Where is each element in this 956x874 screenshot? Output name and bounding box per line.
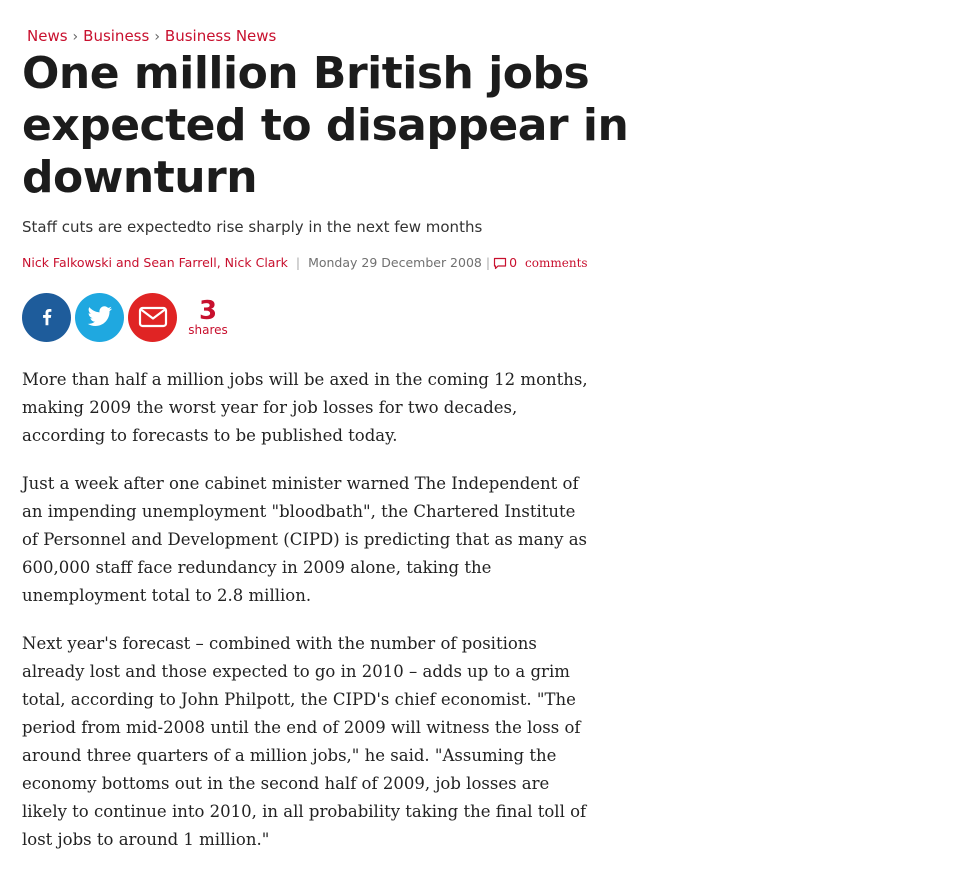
body-paragraph: More than half a million jobs will be ax… bbox=[22, 370, 588, 445]
comments-link[interactable]: 0 comments bbox=[493, 253, 588, 273]
publish-date: Monday 29 December 2008 bbox=[308, 255, 482, 270]
article: News › Business › Business News One million … bbox=[22, 24, 822, 874]
breadcrumb-business[interactable]: Business bbox=[83, 27, 150, 45]
share-bar: 3 shares bbox=[22, 292, 822, 342]
byline-divider: | bbox=[295, 255, 301, 270]
comments-label: comments bbox=[525, 256, 588, 270]
email-share-button[interactable] bbox=[128, 292, 177, 342]
breadcrumb-separator: › bbox=[72, 29, 79, 45]
twitter-share-button[interactable] bbox=[75, 292, 124, 342]
article-standfirst: Staff cuts are expectedto rise sharply i… bbox=[22, 218, 483, 236]
share-count: 3 shares bbox=[185, 297, 231, 337]
facebook-share-button[interactable] bbox=[22, 292, 71, 342]
comments-count: 0 bbox=[509, 255, 518, 270]
body-paragraph: Next year's forecast – combined with the… bbox=[22, 634, 587, 849]
byline: Nick Falkowski and Sean Farrell, Nick Cl… bbox=[22, 253, 822, 273]
author-links[interactable]: Nick Falkowski and Sean Farrell, Nick Cl… bbox=[22, 255, 288, 270]
byline-divider: | bbox=[485, 255, 491, 270]
breadcrumb: News › Business › Business News bbox=[27, 24, 822, 48]
breadcrumb-news[interactable]: News bbox=[27, 27, 68, 45]
share-count-number: 3 bbox=[198, 296, 218, 326]
twitter-icon bbox=[87, 306, 112, 326]
share-count-label: shares bbox=[188, 323, 228, 337]
email-icon bbox=[138, 306, 167, 328]
comment-bubble-icon bbox=[493, 257, 507, 269]
body-paragraph: Just a week after one cabinet minister w… bbox=[22, 474, 587, 605]
facebook-icon bbox=[42, 309, 51, 326]
breadcrumb-separator: › bbox=[154, 29, 160, 45]
article-headline: One million British jobs expected to dis… bbox=[22, 48, 629, 203]
breadcrumb-business-news[interactable]: Business News bbox=[164, 27, 277, 45]
article-body: More than half a million jobs will be ax… bbox=[22, 366, 592, 854]
